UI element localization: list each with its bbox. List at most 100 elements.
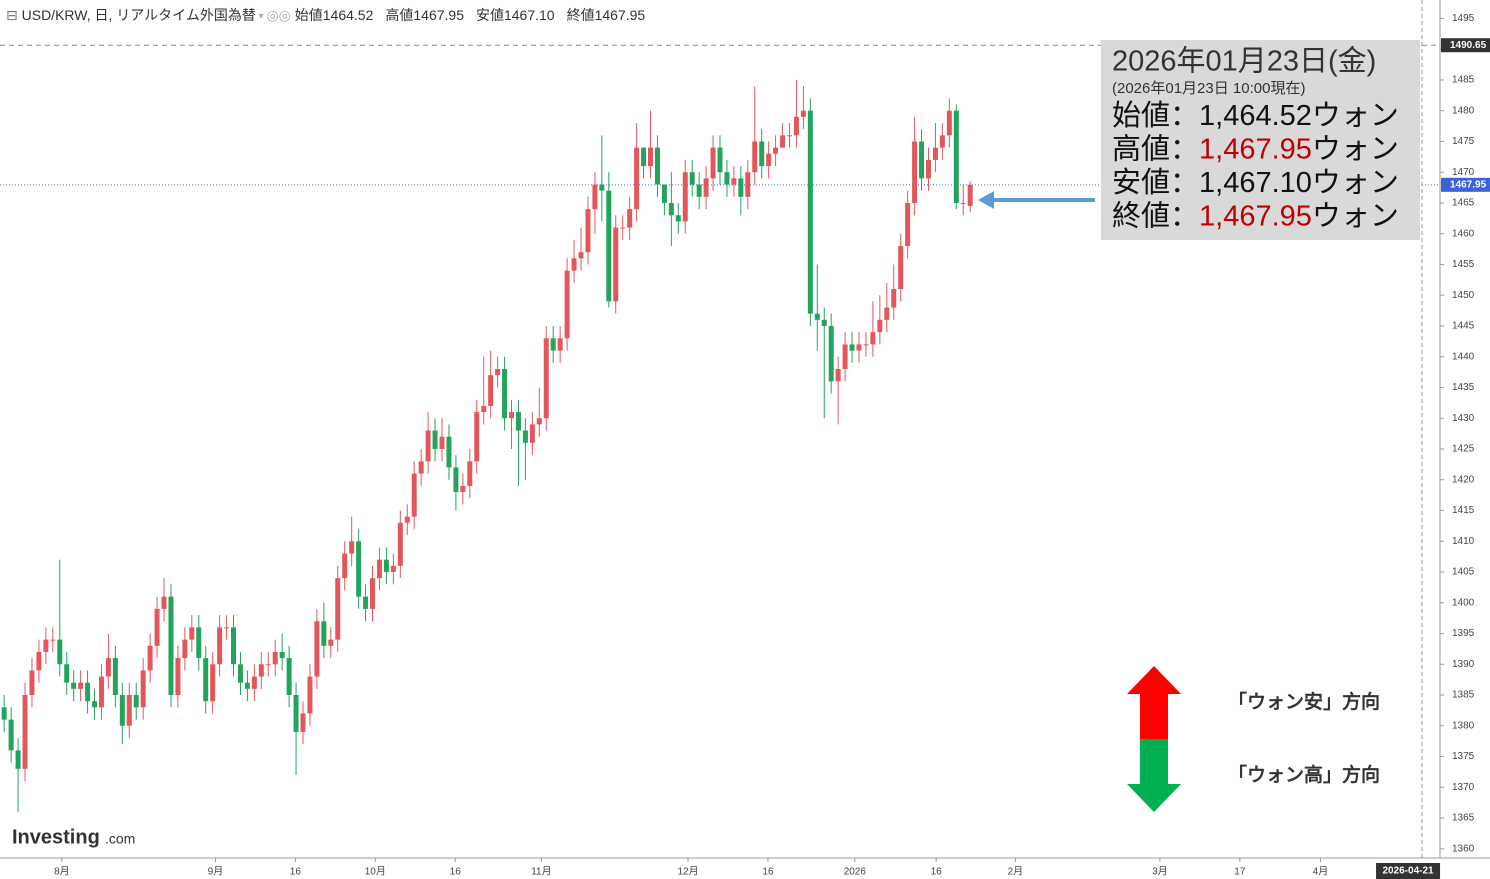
plot — [0, 44, 1440, 812]
price-box — [1441, 177, 1490, 192]
candle-body — [272, 651, 278, 665]
candle-body — [620, 227, 626, 229]
candle-body — [731, 178, 737, 185]
candle-body — [92, 701, 98, 708]
candle-body — [564, 270, 570, 339]
candle-body — [786, 135, 792, 137]
field-value: 1467.95 — [595, 7, 646, 23]
candle-body — [571, 258, 577, 271]
row-value: 1,464.52 — [1199, 100, 1312, 132]
y-tick-label: 1360 — [1452, 843, 1475, 854]
candle-body — [154, 608, 160, 646]
chart-header: ⊟ USD/KRW, 日, リアルタイム外国為替 ▾ ◎◎ 始値1464.52 高… — [6, 7, 645, 23]
candle-body — [328, 639, 334, 646]
candle-body — [390, 565, 396, 572]
candle-body — [800, 110, 806, 117]
candle-body — [57, 639, 63, 665]
candle-body — [606, 190, 612, 302]
info-row: 高値：1,467.95ウォン — [1112, 132, 1399, 165]
candle-body — [251, 676, 257, 689]
candle-body — [307, 676, 313, 714]
candle-body — [1, 707, 7, 720]
down-arrow — [1127, 739, 1181, 812]
ohlc-fields: 始値1464.52 高値1467.95 安値1467.10 終値1467.95 — [295, 7, 646, 23]
candle-body — [884, 307, 890, 320]
info-date: 2026年01月23日(金) — [1112, 45, 1376, 78]
candle-body — [522, 430, 528, 443]
candle-body — [793, 116, 799, 136]
candle-body — [821, 319, 827, 326]
candle-body — [891, 289, 897, 308]
candle-body — [356, 541, 362, 597]
candle-body — [738, 178, 744, 197]
candle-body — [15, 750, 21, 769]
y-tick-label: 1410 — [1452, 536, 1475, 547]
candle-body — [397, 522, 403, 566]
field-value: 1467.10 — [504, 7, 555, 23]
candle-body — [210, 664, 216, 702]
candle-body — [161, 596, 167, 609]
logo-name: Investing — [12, 826, 100, 848]
x-tick-label: 17 — [1234, 867, 1246, 878]
candle-body — [842, 344, 848, 370]
candle-body — [557, 338, 563, 351]
x-tick-label: 16 — [762, 867, 774, 878]
x-tick-label: 4月 — [1313, 866, 1329, 878]
candle-body — [203, 658, 209, 702]
candle-body — [654, 147, 660, 185]
candle-body — [43, 639, 49, 652]
y-tick-label: 1420 — [1452, 474, 1475, 485]
candle-body — [863, 344, 869, 346]
y-tick-label: 1395 — [1452, 628, 1475, 639]
collapse-icon: ⊟ — [6, 7, 22, 23]
settings-icon: ◎◎ — [266, 7, 294, 23]
candle-body — [22, 695, 28, 769]
candle-body — [946, 110, 952, 136]
candle-body — [689, 172, 695, 185]
candle-body — [8, 719, 14, 751]
candle-body — [919, 141, 925, 179]
candle-body — [488, 375, 494, 406]
x-tick-label: 12月 — [677, 866, 698, 878]
field-label: 終値 — [567, 7, 595, 23]
y-tick-label: 1375 — [1452, 751, 1475, 762]
y-tick-label: 1390 — [1452, 659, 1475, 670]
candle-body — [967, 184, 973, 206]
field-label: 始値 — [295, 7, 323, 23]
info-row: 安値：1,467.10ウォン — [1112, 166, 1399, 199]
y-tick-label: 1450 — [1452, 290, 1475, 301]
y-tick-label: 1495 — [1452, 13, 1475, 24]
info-row: 終値：1,467.95ウォン — [1112, 199, 1399, 232]
y-tick-label: 1470 — [1452, 167, 1475, 178]
candle-body — [321, 621, 327, 646]
candle-body — [147, 645, 153, 671]
candle-body — [592, 184, 598, 210]
price-label: 1490.65 — [1450, 40, 1487, 51]
candle-body — [196, 627, 202, 659]
candle-body — [189, 627, 195, 640]
row-label: 高値： — [1112, 132, 1199, 165]
candle-body — [342, 553, 348, 579]
row-unit: ウォン — [1312, 167, 1399, 199]
candle-body — [953, 110, 959, 203]
candle-body — [752, 141, 758, 173]
x-tick-label: 8月 — [54, 866, 70, 878]
candle-body — [140, 670, 146, 708]
candle-body — [64, 664, 70, 683]
candle-body — [279, 651, 285, 659]
candle-body — [126, 695, 132, 726]
x-tick-label: 2月 — [1008, 866, 1024, 878]
field-value: 1464.52 — [323, 7, 374, 23]
y-tick-label: 1485 — [1452, 75, 1475, 86]
candle-body — [766, 153, 772, 167]
field-value: 1467.95 — [413, 7, 464, 23]
x-tick-label: 10月 — [365, 866, 386, 878]
x-tick-label: 9月 — [208, 866, 224, 878]
candle-body — [85, 682, 91, 702]
candle-body — [370, 578, 376, 609]
candle-body — [133, 695, 139, 708]
candle-body — [932, 147, 938, 160]
x-tick-label: 11月 — [531, 866, 551, 878]
y-tick-label: 1465 — [1452, 198, 1475, 209]
candle-body — [467, 461, 473, 486]
